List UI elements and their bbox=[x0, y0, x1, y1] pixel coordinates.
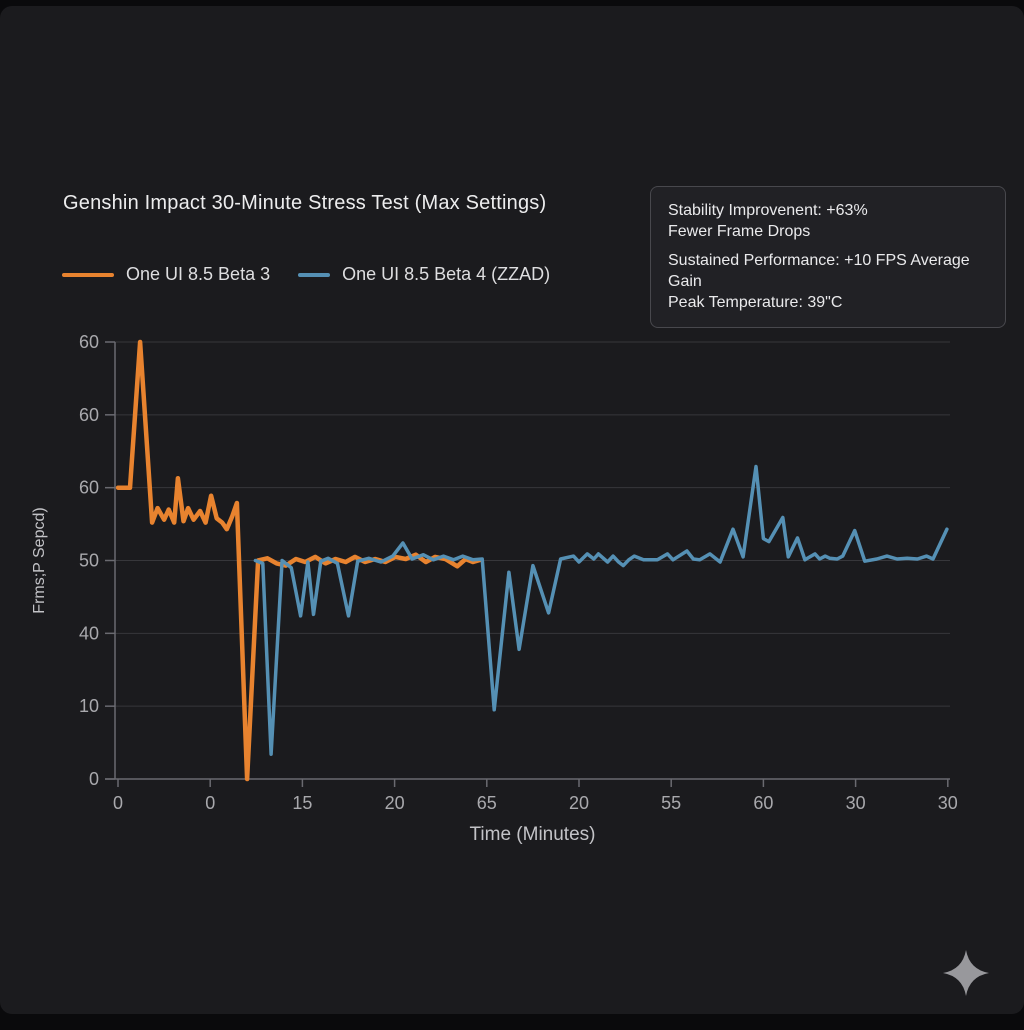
legend-item-beta4: One UI 8.5 Beta 4 (ZZAD) bbox=[298, 264, 550, 285]
svg-text:20: 20 bbox=[569, 793, 589, 813]
page-title: Genshin Impact 30-Minute Stress Test (Ma… bbox=[63, 192, 547, 214]
svg-text:0: 0 bbox=[113, 793, 123, 813]
svg-text:60: 60 bbox=[79, 405, 99, 425]
legend-swatch-orange bbox=[62, 272, 114, 277]
svg-text:0: 0 bbox=[205, 793, 215, 813]
sparkle-icon bbox=[943, 950, 989, 996]
svg-text:10: 10 bbox=[79, 696, 99, 716]
svg-text:Frms;P Sepcd): Frms;P Sepcd) bbox=[31, 507, 48, 613]
svg-text:30: 30 bbox=[846, 793, 866, 813]
svg-text:40: 40 bbox=[79, 623, 99, 643]
legend-item-beta3: One UI 8.5 Beta 3 bbox=[62, 264, 270, 285]
svg-text:0: 0 bbox=[89, 769, 99, 789]
svg-text:60: 60 bbox=[79, 478, 99, 498]
stat-stability: Stability Improvenent: +63% Fewer Frame D… bbox=[668, 202, 868, 240]
svg-text:60: 60 bbox=[753, 793, 773, 813]
svg-text:50: 50 bbox=[79, 551, 99, 571]
chart-card: Genshin Impact 30-Minute Stress Test (Ma… bbox=[0, 6, 1024, 1014]
legend-label-beta3: One UI 8.5 Beta 3 bbox=[126, 264, 271, 284]
legend-swatch-blue bbox=[298, 272, 331, 277]
svg-text:60: 60 bbox=[79, 332, 99, 352]
chart-legend: One UI 8.5 Beta 3 One UI 8.5 Beta 4 (ZZA… bbox=[62, 264, 550, 285]
svg-text:30: 30 bbox=[938, 793, 958, 813]
svg-text:55: 55 bbox=[661, 793, 681, 813]
svg-text:20: 20 bbox=[385, 793, 405, 813]
line-chart: 60 60 60 50 40 10 0 0 0 15 20 65 20 55 60 30 30 Time (Min… bbox=[0, 6, 1024, 1030]
legend-label-beta4: One UI 8.5 Beta 4 (ZZAD) bbox=[342, 264, 551, 284]
svg-text:65: 65 bbox=[477, 793, 497, 813]
svg-text:Time (Minutes): Time (Minutes) bbox=[470, 824, 596, 845]
svg-text:15: 15 bbox=[292, 793, 312, 813]
stats-info-box: Stability Improvenent: +63% Fewer Frame D… bbox=[650, 186, 1006, 328]
stat-performance: Sustained Performance: +10 FPS Average G… bbox=[668, 252, 970, 311]
